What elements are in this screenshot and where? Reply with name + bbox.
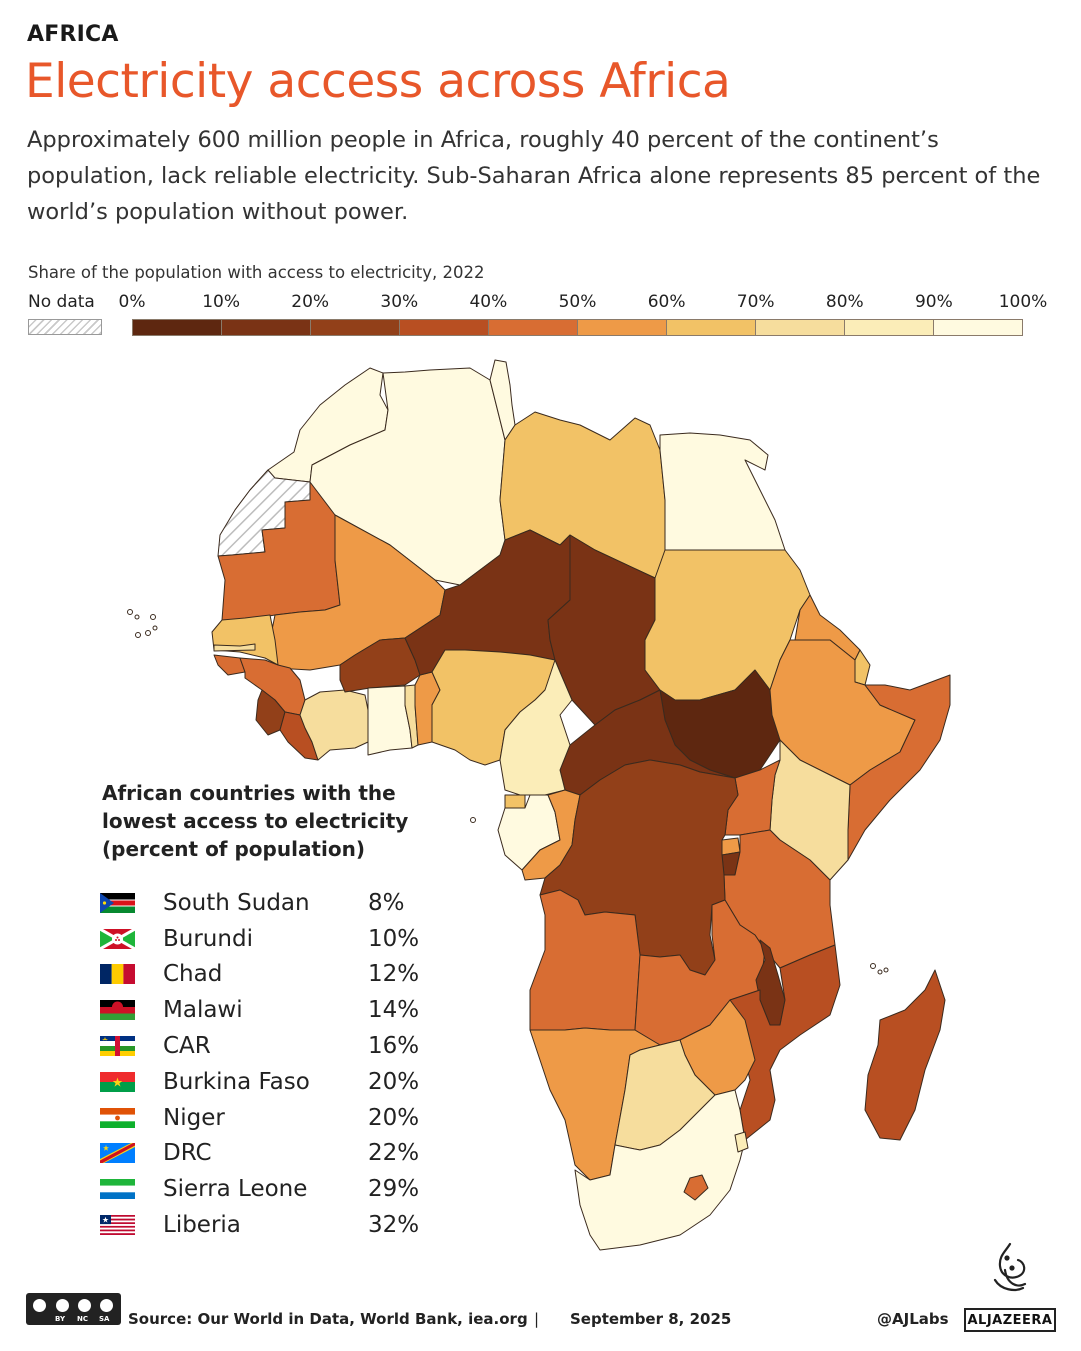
access-percent: 32% bbox=[368, 1212, 420, 1239]
access-percent: 10% bbox=[368, 925, 420, 952]
legend-swatch bbox=[133, 320, 222, 335]
region-somalia bbox=[847, 674, 951, 861]
region-mali bbox=[269, 514, 446, 671]
region-south-africa bbox=[574, 1089, 746, 1251]
legend-tick: 70% bbox=[736, 292, 775, 312]
cc-nc-label: NC bbox=[77, 1315, 88, 1323]
legend-no-data-swatch bbox=[28, 319, 102, 335]
flag-south-sudan-icon bbox=[100, 892, 135, 913]
region-eswatini bbox=[734, 1131, 749, 1153]
list-item: Burkina Faso 20% bbox=[100, 1064, 440, 1100]
list-item: Malawi 14% bbox=[100, 992, 440, 1028]
source-text: Source: Our World in Data, World Bank, i… bbox=[128, 1310, 528, 1328]
country-name: Burundi bbox=[163, 925, 253, 952]
legend-swatch bbox=[578, 320, 667, 335]
region-madagascar bbox=[864, 969, 946, 1141]
country-name: Liberia bbox=[163, 1212, 241, 1239]
region-tunisia bbox=[489, 359, 516, 441]
flag-drc-icon bbox=[100, 1143, 135, 1164]
access-percent: 12% bbox=[368, 961, 420, 988]
legend-tick: 10% bbox=[202, 292, 240, 312]
aljazeera-wordmark: ALJAZEERA bbox=[964, 1308, 1056, 1332]
access-percent: 16% bbox=[368, 1033, 420, 1060]
flag-car-icon bbox=[100, 1036, 135, 1057]
legend-tick: 90% bbox=[914, 292, 953, 312]
list-item: Liberia 32% bbox=[100, 1207, 440, 1243]
legend-swatch bbox=[311, 320, 400, 335]
creative-commons-icon: BY NC SA bbox=[26, 1293, 121, 1325]
country-name: Niger bbox=[163, 1104, 225, 1131]
page-title: Electricity access across Africa bbox=[25, 54, 731, 109]
list-item: Chad 12% bbox=[100, 957, 440, 993]
footer: BY NC SA Source: Our World in Data, Worl… bbox=[0, 1290, 1081, 1340]
country-name: Sierra Leone bbox=[163, 1176, 308, 1203]
flag-liberia-icon bbox=[100, 1215, 135, 1236]
legend-tick: 40% bbox=[469, 292, 508, 312]
access-percent: 14% bbox=[368, 997, 420, 1024]
country-name: CAR bbox=[163, 1033, 211, 1060]
legend-swatch bbox=[756, 320, 845, 335]
cc-by-label: BY bbox=[55, 1315, 66, 1323]
country-name: Burkina Faso bbox=[163, 1068, 310, 1095]
list-item: DRC 22% bbox=[100, 1136, 440, 1172]
access-percent: 20% bbox=[368, 1068, 420, 1095]
legend-tick: 30% bbox=[380, 292, 419, 312]
country-name: Chad bbox=[163, 961, 223, 988]
legend-tick: 20% bbox=[291, 292, 330, 312]
flag-malawi-icon bbox=[100, 1000, 135, 1021]
flag-niger-icon bbox=[100, 1107, 135, 1128]
legend-tick: 50% bbox=[558, 292, 597, 312]
country-name: South Sudan bbox=[163, 889, 310, 916]
flag-chad-icon bbox=[100, 964, 135, 985]
list-item: Niger 20% bbox=[100, 1100, 440, 1136]
legend-tick: 100% bbox=[998, 292, 1048, 312]
list-item: Sierra Leone 29% bbox=[100, 1171, 440, 1207]
region-egypt bbox=[659, 432, 786, 551]
aj-labs-handle: @AJLabs bbox=[877, 1310, 949, 1328]
flag-sierra-leone-icon bbox=[100, 1179, 135, 1200]
region-djibouti bbox=[854, 649, 871, 686]
region-lesotho bbox=[683, 1174, 709, 1201]
country-name: DRC bbox=[163, 1140, 212, 1167]
kicker: AFRICA bbox=[27, 22, 119, 47]
cape-verde-islands bbox=[127, 609, 158, 638]
access-percent: 8% bbox=[368, 889, 405, 916]
publish-date: September 8, 2025 bbox=[570, 1310, 732, 1328]
legend-tick: 0% bbox=[118, 292, 146, 312]
legend-swatch bbox=[489, 320, 578, 335]
footer-separator: | bbox=[534, 1310, 540, 1328]
legend-swatch bbox=[845, 320, 934, 335]
region-equatorial-guinea bbox=[504, 794, 526, 809]
sao-tome-island bbox=[470, 817, 476, 823]
subtitle: Approximately 600 million people in Afri… bbox=[27, 127, 1041, 225]
access-percent: 20% bbox=[368, 1104, 420, 1131]
region-gambia bbox=[213, 643, 256, 652]
list-item: CAR 16% bbox=[100, 1028, 440, 1064]
legend-tick: 60% bbox=[647, 292, 686, 312]
flag-burundi-icon bbox=[100, 928, 135, 949]
region-senegal bbox=[211, 614, 279, 666]
legend-no-data-label: No data bbox=[28, 292, 95, 312]
list-title: African countries with the lowest access… bbox=[102, 781, 409, 861]
list-item: Burundi 10% bbox=[100, 921, 440, 957]
legend-swatch bbox=[400, 320, 489, 335]
legend-swatch bbox=[667, 320, 756, 335]
legend-swatch bbox=[222, 320, 311, 335]
legend-tick: 80% bbox=[825, 292, 864, 312]
aljazeera-logo-icon bbox=[993, 1242, 1027, 1291]
comoros-islands bbox=[870, 963, 889, 975]
access-percent: 22% bbox=[368, 1140, 420, 1167]
legend-title: Share of the population with access to e… bbox=[28, 263, 485, 282]
country-name: Malawi bbox=[163, 997, 243, 1024]
region-sierra-leone bbox=[255, 689, 286, 736]
legend-color-bar bbox=[132, 319, 1023, 336]
list-item: South Sudan 8% bbox=[100, 885, 440, 921]
lowest-access-list: South Sudan 8% Burundi 10% Chad 12% Malawi 14% C… bbox=[100, 885, 440, 1243]
flag-burkina-faso-icon bbox=[100, 1071, 135, 1092]
access-percent: 29% bbox=[368, 1176, 420, 1203]
cc-sa-label: SA bbox=[99, 1315, 110, 1323]
region-guinea-bissau bbox=[213, 654, 246, 676]
legend-swatch bbox=[934, 320, 1022, 335]
